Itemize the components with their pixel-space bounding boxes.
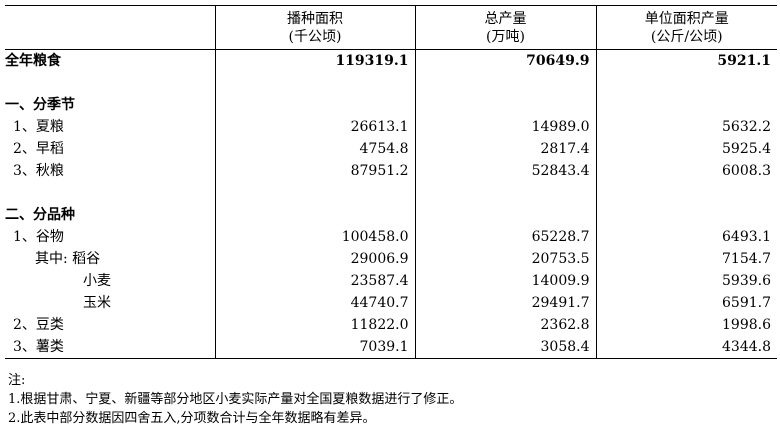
section-title: 一、分季节 (5, 97, 75, 113)
notes-title: 注: (8, 373, 26, 388)
output-cell: 52843.4 (414, 160, 596, 182)
header-row: 播种面积 (千公顷) 总产量 (万吨) 单位面积产量 (公斤/公顷) (5, 5, 777, 50)
row-label: 2、早稻 (13, 141, 64, 157)
yield-cell: 4344.8 (595, 336, 777, 359)
table-row: 其中: 稻谷 29006.9 20753.5 7154.7 (5, 248, 777, 270)
area-cell: 26613.1 (214, 116, 415, 138)
row-label: 1、夏粮 (13, 119, 64, 135)
output-cell: 2362.8 (414, 314, 596, 336)
yield-header-title: 单位面积产量 (644, 10, 729, 27)
output-cell: 3058.4 (414, 336, 596, 359)
area-cell: 7039.1 (214, 336, 415, 359)
area-header-unit: (千公顷) (288, 28, 342, 45)
row-label: 全年粮食 (5, 53, 61, 69)
output-cell: 14989.0 (414, 116, 596, 138)
section-title: 二、分品种 (5, 207, 75, 223)
output-cell: 14009.9 (414, 270, 596, 292)
row-label: 3、秋粮 (13, 163, 64, 179)
output-header-title: 总产量 (484, 10, 527, 27)
area-column-header: 播种面积 (千公顷) (214, 5, 415, 50)
area-cell: 87951.2 (214, 160, 415, 182)
row-label: 小麦 (83, 273, 111, 289)
table-row: 1、夏粮 26613.1 14989.0 5632.2 (5, 116, 777, 138)
yield-cell: 7154.7 (595, 248, 777, 270)
yield-cell: 6591.7 (595, 292, 777, 314)
row-label: 1、谷物 (13, 229, 64, 245)
table-body: 全年粮食 119319.1 70649.9 5921.1 一、分季节 1、夏粮 … (5, 49, 777, 359)
table-row: 玉米 44740.7 29491.7 6591.7 (5, 292, 777, 314)
spacer-row (5, 182, 777, 204)
section-heading-row: 二、分品种 (5, 204, 777, 226)
output-cell: 2817.4 (414, 138, 596, 160)
table-row: 1、谷物 100458.0 65228.7 6493.1 (5, 226, 777, 248)
area-cell: 100458.0 (214, 226, 415, 248)
yield-cell: 5921.1 (595, 49, 777, 72)
row-label: 2、豆类 (13, 317, 64, 333)
area-cell: 29006.9 (214, 248, 415, 270)
area-cell: 44740.7 (214, 292, 415, 314)
yield-cell: 5925.4 (595, 138, 777, 160)
output-cell: 29491.7 (414, 292, 596, 314)
table-row: 3、秋粮 87951.2 52843.4 6008.3 (5, 160, 777, 182)
area-header-title: 播种面积 (287, 10, 343, 27)
output-cell: 70649.9 (414, 49, 596, 72)
grain-production-table: 播种面积 (千公顷) 总产量 (万吨) 单位面积产量 (公斤/公顷) 全年粮食 … (5, 5, 777, 359)
output-header-unit: (万吨) (486, 28, 525, 45)
area-cell: 4754.8 (214, 138, 415, 160)
yield-cell: 1998.6 (595, 314, 777, 336)
output-cell: 20753.5 (414, 248, 596, 270)
yield-cell: 6008.3 (595, 160, 777, 182)
area-cell: 23587.4 (214, 270, 415, 292)
output-column-header: 总产量 (万吨) (414, 5, 596, 50)
yield-header-unit: (公斤/公顷) (650, 28, 723, 45)
yield-cell: 6493.1 (595, 226, 777, 248)
spacer-row (5, 72, 777, 94)
table-notes: 注: 1.根据甘肃、宁夏、新疆等部分地区小麦实际产量对全国夏粮数据进行了修正。 … (8, 371, 462, 428)
row-label: 其中: 稻谷 (35, 251, 101, 267)
output-cell: 65228.7 (414, 226, 596, 248)
yield-cell: 5632.2 (595, 116, 777, 138)
table-header: 播种面积 (千公顷) 总产量 (万吨) 单位面积产量 (公斤/公顷) (5, 5, 777, 50)
table-row: 2、豆类 11822.0 2362.8 1998.6 (5, 314, 777, 336)
area-cell: 11822.0 (214, 314, 415, 336)
table-row: 2、早稻 4754.8 2817.4 5925.4 (5, 138, 777, 160)
total-grain-row: 全年粮食 119319.1 70649.9 5921.1 (5, 49, 777, 72)
section-heading-row: 一、分季节 (5, 94, 777, 116)
row-label: 玉米 (83, 295, 111, 311)
yield-cell: 5939.6 (595, 270, 777, 292)
row-label: 3、薯类 (5, 336, 215, 359)
row-label-header (5, 5, 215, 50)
table-row: 3、薯类 7039.1 3058.4 4344.8 (5, 336, 777, 359)
note-line: 2.此表中部分数据因四舍五入,分项数合计与全年数据略有差异。 (8, 411, 376, 426)
yield-column-header: 单位面积产量 (公斤/公顷) (595, 5, 777, 50)
area-cell: 119319.1 (214, 49, 415, 72)
table-row: 小麦 23587.4 14009.9 5939.6 (5, 270, 777, 292)
note-line: 1.根据甘肃、宁夏、新疆等部分地区小麦实际产量对全国夏粮数据进行了修正。 (8, 392, 463, 407)
